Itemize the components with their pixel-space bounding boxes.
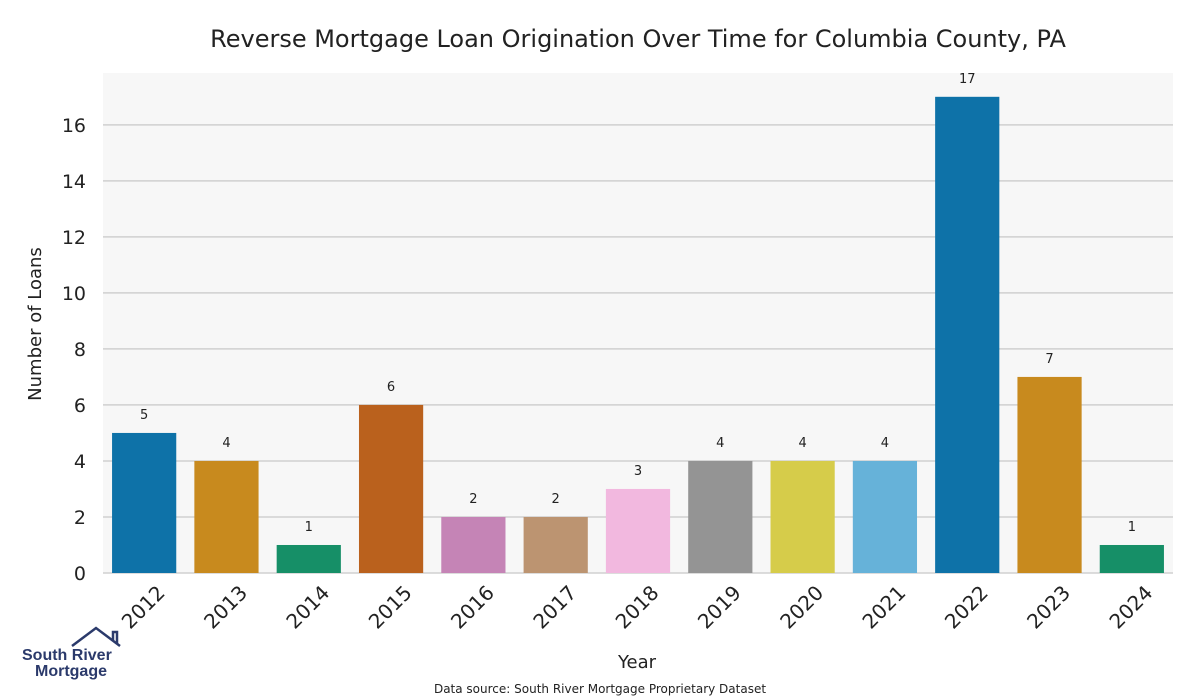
data-label-2017: 2 <box>552 492 560 507</box>
y-tick-label: 6 <box>74 395 86 417</box>
x-tick-label: 2022 <box>940 581 993 634</box>
data-label-2023: 7 <box>1045 352 1053 367</box>
x-tick-label: 2014 <box>281 581 334 634</box>
data-label-2018: 3 <box>634 464 642 479</box>
bar-2020 <box>770 460 835 573</box>
data-label-2021: 4 <box>881 436 889 451</box>
data-source-note: Data source: South River Mortgage Propri… <box>434 682 766 696</box>
bar-2013 <box>194 460 259 573</box>
bar-2022 <box>935 96 1000 574</box>
x-tick-labels: 2012 2013 2014 2015 2016 2017 2018 2019 2020 2021… <box>117 581 1158 634</box>
x-tick-label: 2015 <box>364 581 417 634</box>
data-labels: 5 4 1 6 2 2 3 4 4 4 17 7 1 <box>140 72 1136 535</box>
chart-title: Reverse Mortgage Loan Origination Over T… <box>210 25 1066 53</box>
x-tick-label: 2024 <box>1104 581 1157 634</box>
x-axis-label: Year <box>617 652 657 673</box>
y-tick-label: 4 <box>74 451 86 473</box>
bar-2024 <box>1099 544 1164 573</box>
chimney-icon <box>111 630 119 644</box>
bar-2021 <box>852 460 918 573</box>
bar-2019 <box>688 460 753 573</box>
bar-2023 <box>1017 376 1082 573</box>
y-tick-label: 2 <box>74 507 86 529</box>
logo-line-2: Mortgage <box>35 663 107 680</box>
y-tick-label: 8 <box>74 339 86 361</box>
y-tick-labels: 0 2 4 6 8 10 12 14 16 <box>62 115 86 585</box>
logo-line-1: South River <box>22 647 112 664</box>
bar-2014 <box>276 544 341 573</box>
data-label-2016: 2 <box>469 492 477 507</box>
data-label-2019: 4 <box>716 436 724 451</box>
bar-2017 <box>523 516 588 573</box>
x-tick-label: 2017 <box>528 581 581 634</box>
bars <box>112 96 1164 574</box>
data-label-2013: 4 <box>222 436 230 451</box>
bar-2018 <box>605 488 671 573</box>
x-tick-label: 2016 <box>446 581 499 634</box>
y-tick-label: 16 <box>62 115 86 137</box>
data-label-2012: 5 <box>140 408 148 423</box>
data-label-2014: 1 <box>305 520 313 535</box>
x-tick-label: 2018 <box>611 581 664 634</box>
x-tick-label: 2019 <box>693 581 746 634</box>
south-river-mortgage-logo: South River Mortgage <box>22 626 121 680</box>
x-tick-label: 2021 <box>857 581 910 634</box>
bar-2012 <box>112 432 177 573</box>
bar-2015 <box>358 404 424 573</box>
data-label-2015: 6 <box>387 380 395 395</box>
y-tick-label: 0 <box>74 563 86 585</box>
y-tick-label: 10 <box>62 283 86 305</box>
x-tick-label: 2013 <box>199 581 252 634</box>
y-tick-label: 12 <box>62 227 86 249</box>
x-tick-label: 2020 <box>775 581 828 634</box>
data-label-2024: 1 <box>1128 520 1136 535</box>
bar-2016 <box>441 516 506 573</box>
x-tick-label: 2023 <box>1022 581 1075 634</box>
y-axis-label: Number of Loans <box>25 247 46 401</box>
y-tick-label: 14 <box>62 171 86 193</box>
data-label-2020: 4 <box>798 436 806 451</box>
data-label-2022: 17 <box>959 72 976 87</box>
